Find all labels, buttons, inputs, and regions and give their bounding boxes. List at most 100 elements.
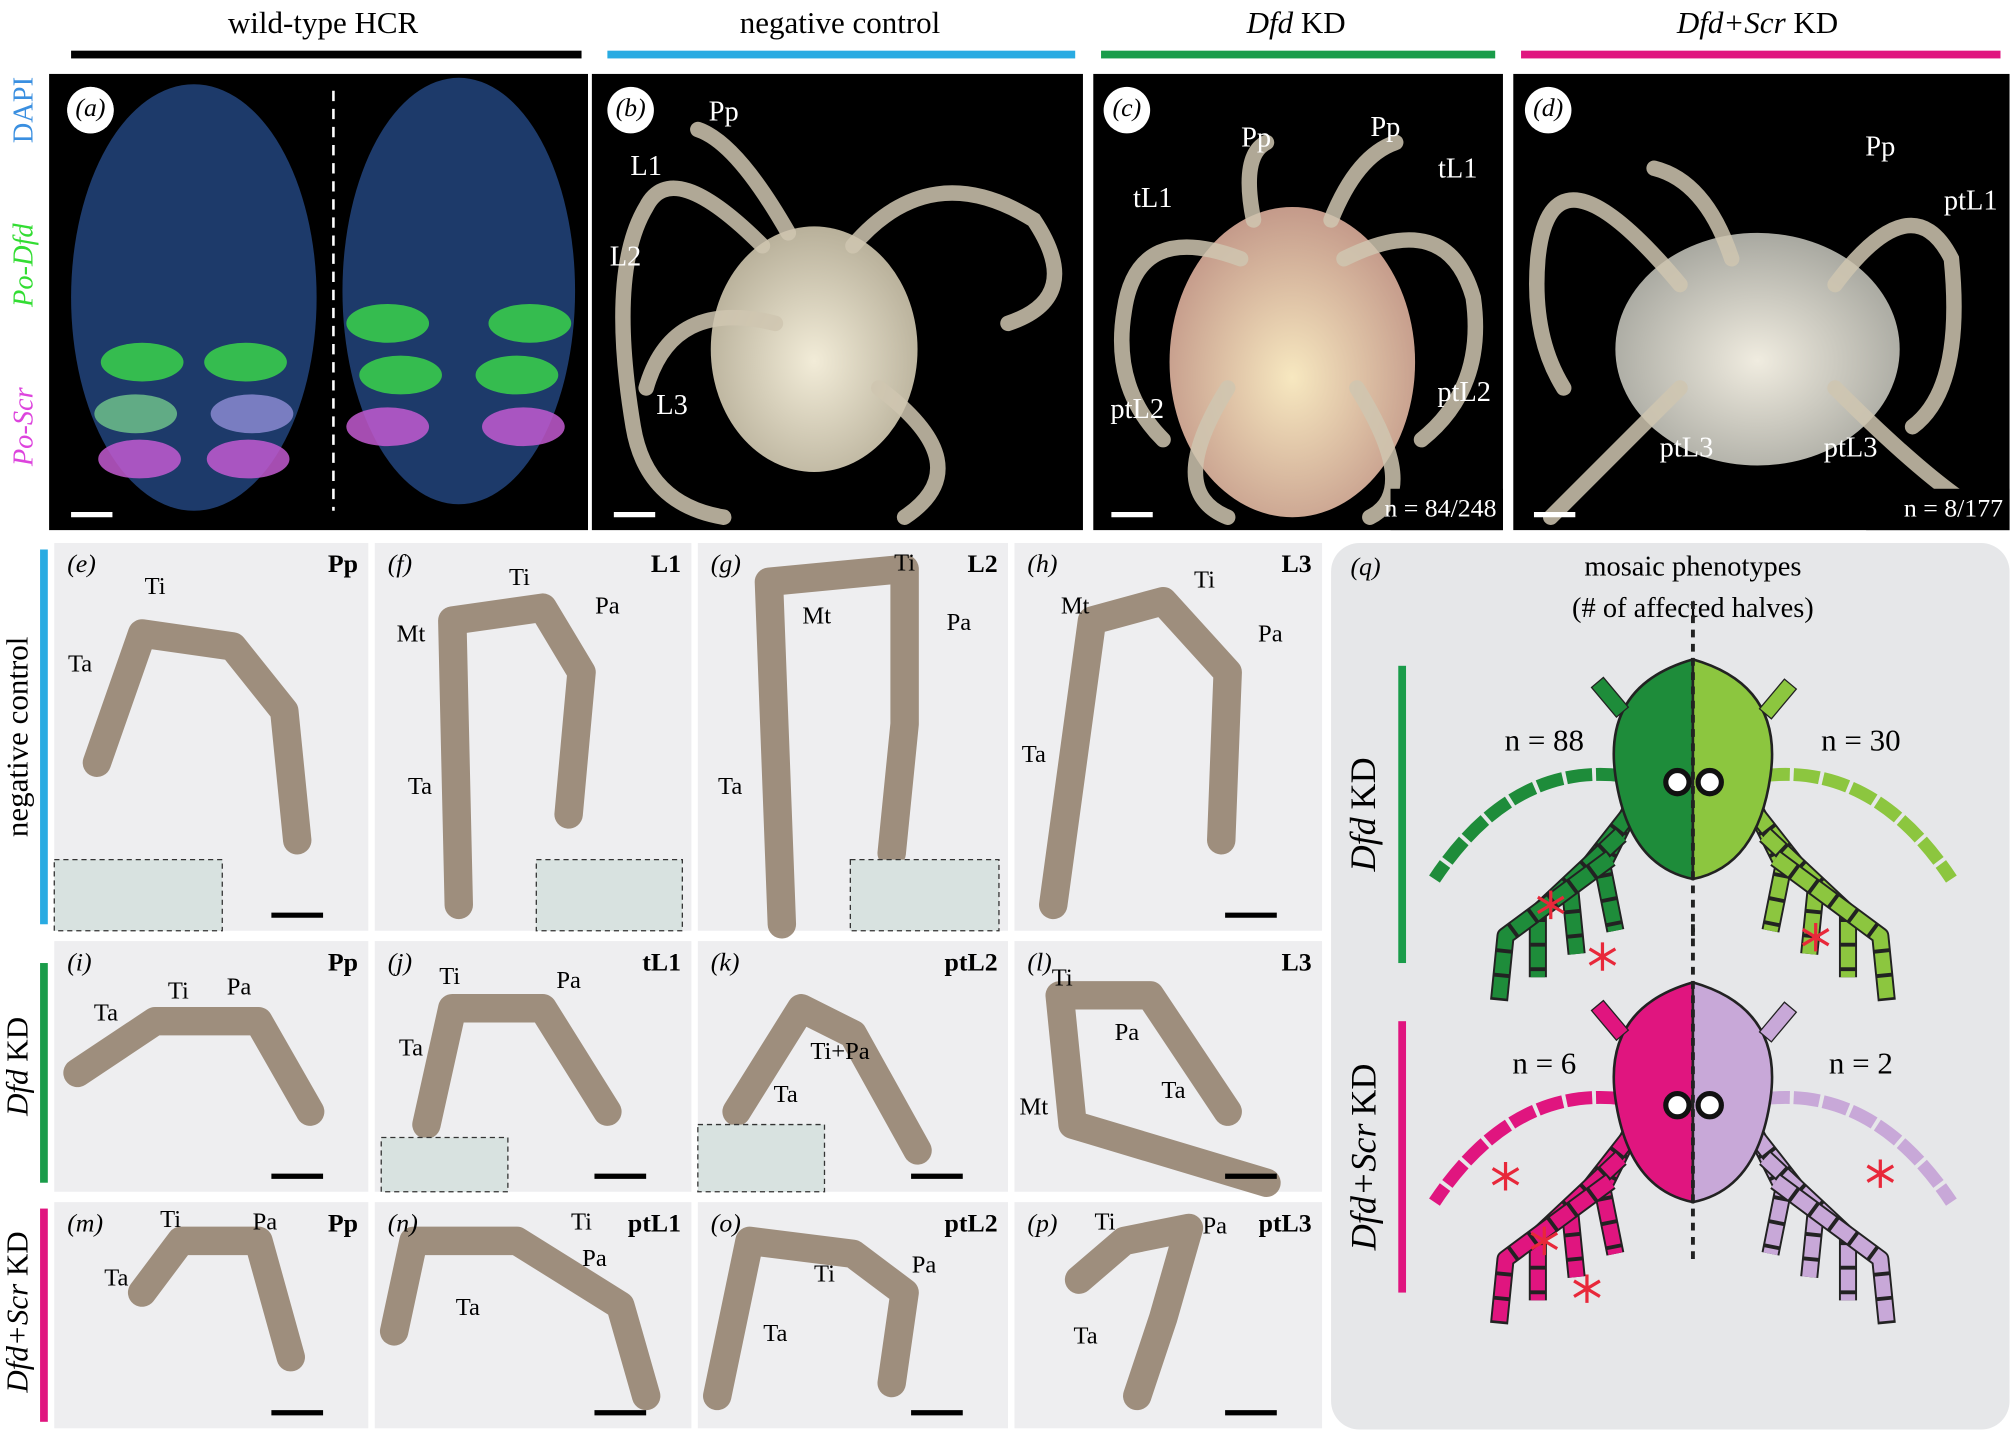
panel-annotation: ptL2 (1110, 394, 1164, 425)
root: wild-type HCR negative control Dfd KD Dfd+Sc… (0, 5, 2010, 1430)
column-bar (1521, 50, 2001, 59)
eye (1663, 1090, 1692, 1120)
specimen-leg (1114, 239, 1249, 448)
panel-annotation: ptL3 (1660, 433, 1714, 464)
segment-label: Ta (68, 650, 92, 677)
asterisk (1801, 922, 1830, 952)
specimen (1615, 232, 1900, 466)
label-text: KD (0, 1017, 35, 1062)
count-label: n = 88 (1505, 722, 1584, 757)
segment-label: Pa (1115, 1019, 1140, 1046)
specimen-leg (1543, 380, 1688, 525)
specimen-leg (690, 121, 797, 241)
group-bar (1398, 665, 1407, 964)
panel-q-bg (1331, 543, 2010, 1430)
embryo (342, 77, 576, 505)
chelicera (1590, 676, 1630, 719)
segment-label: Mt (1061, 592, 1090, 619)
limb-bud (100, 342, 184, 382)
count-label: n = 2 (1829, 1046, 1893, 1081)
specimen-leg (1349, 380, 1401, 525)
panel-label: (m) (67, 1208, 103, 1237)
limb-bud (482, 407, 565, 447)
panel-annotation: L2 (610, 241, 642, 272)
leg-specimen (754, 554, 919, 939)
segment-label: Ti (1052, 964, 1073, 991)
inset (535, 859, 683, 932)
panel-label: (h) (1027, 549, 1057, 578)
group-bar (1398, 1021, 1407, 1293)
column-header: Dfd+Scr KD (1676, 5, 1838, 40)
panel-name: L2 (968, 549, 998, 578)
inset (53, 859, 223, 932)
segment-label: Ta (763, 1320, 787, 1347)
label-text: negative control (740, 5, 941, 40)
segment-label: Ta (718, 773, 742, 800)
panel-annotation: tL1 (1133, 183, 1172, 214)
segment-label: Ti (1194, 566, 1215, 593)
panel-name: Pp (328, 549, 358, 578)
panel-label: (l) (1027, 947, 1051, 976)
specimen-leg (1187, 380, 1236, 525)
segment-label: Mt (397, 621, 426, 648)
segment-label: Pa (253, 1209, 278, 1236)
leg-specimen (703, 1226, 919, 1411)
panel-name: L3 (1282, 549, 1312, 578)
panel-annotation: Pp (1241, 122, 1271, 153)
panel-annotation: n = 84/248 (1384, 494, 1496, 523)
inset (849, 859, 1000, 932)
count-label: n = 30 (1821, 722, 1900, 757)
segment-label: Pa (595, 592, 620, 619)
limb-bud (204, 342, 287, 382)
chelicera (1758, 678, 1798, 720)
limb-bud (346, 407, 430, 447)
segment-label: Ti (571, 1209, 592, 1236)
segment-label: Ti (814, 1260, 835, 1287)
panel-label: (p) (1027, 1208, 1057, 1237)
count-label: n = 6 (1512, 1046, 1576, 1081)
segment-label: Ti (168, 977, 189, 1004)
label-text: KD (1344, 1063, 1384, 1115)
gene-name: Dfd (1246, 5, 1294, 40)
group-label: Dfd+Scr KD (1344, 1063, 1384, 1251)
spider-leg (1763, 1091, 1957, 1206)
panel-annotation: tL1 (1438, 153, 1477, 184)
spider-leg (1429, 767, 1623, 883)
spider-body (1691, 980, 1774, 1204)
asterisk (1573, 1274, 1601, 1303)
leg-specimen (379, 1226, 661, 1411)
row-label: negative control (0, 637, 35, 838)
specimen-leg (1323, 134, 1404, 228)
eye (1695, 1090, 1724, 1120)
segment-label: Ta (1022, 741, 1046, 768)
label-text: KD (1344, 757, 1384, 809)
segment-label: Ti (1094, 1209, 1115, 1236)
label-circle (1103, 86, 1151, 134)
panel-label: (f) (388, 549, 412, 578)
count-box (1866, 488, 2010, 531)
asterisk (1537, 890, 1565, 920)
spider-body (1612, 657, 1695, 881)
spider-leg (1492, 852, 1615, 1002)
segment-label: Pa (912, 1251, 937, 1278)
column-header: wild-type HCR (228, 5, 419, 40)
leg-specimen (1039, 586, 1242, 920)
label-text: KD (0, 1231, 35, 1276)
row-label: Dfd+Scr KD (0, 1231, 35, 1393)
row-bar (40, 549, 48, 925)
gene-name: Dfd+Scr (0, 1283, 35, 1394)
segment-label: Mt (1020, 1094, 1049, 1121)
limb-bud (488, 303, 572, 343)
stain-label: Po-Dfd (8, 223, 39, 308)
spider-leg (1763, 767, 1957, 883)
panel-label: (k) (711, 947, 740, 976)
segment-label: Ta (1073, 1322, 1097, 1349)
gene-name: Dfd+Scr (1344, 1123, 1384, 1252)
label-text: KD (1793, 5, 1838, 40)
panel-annotation: L3 (656, 390, 688, 421)
label-text: negative control (0, 637, 35, 838)
segment-label: Ti+Pa (810, 1038, 869, 1065)
segment-label: Pa (556, 967, 581, 994)
spider-body (1691, 657, 1774, 881)
column-header: Dfd KD (1246, 5, 1346, 40)
